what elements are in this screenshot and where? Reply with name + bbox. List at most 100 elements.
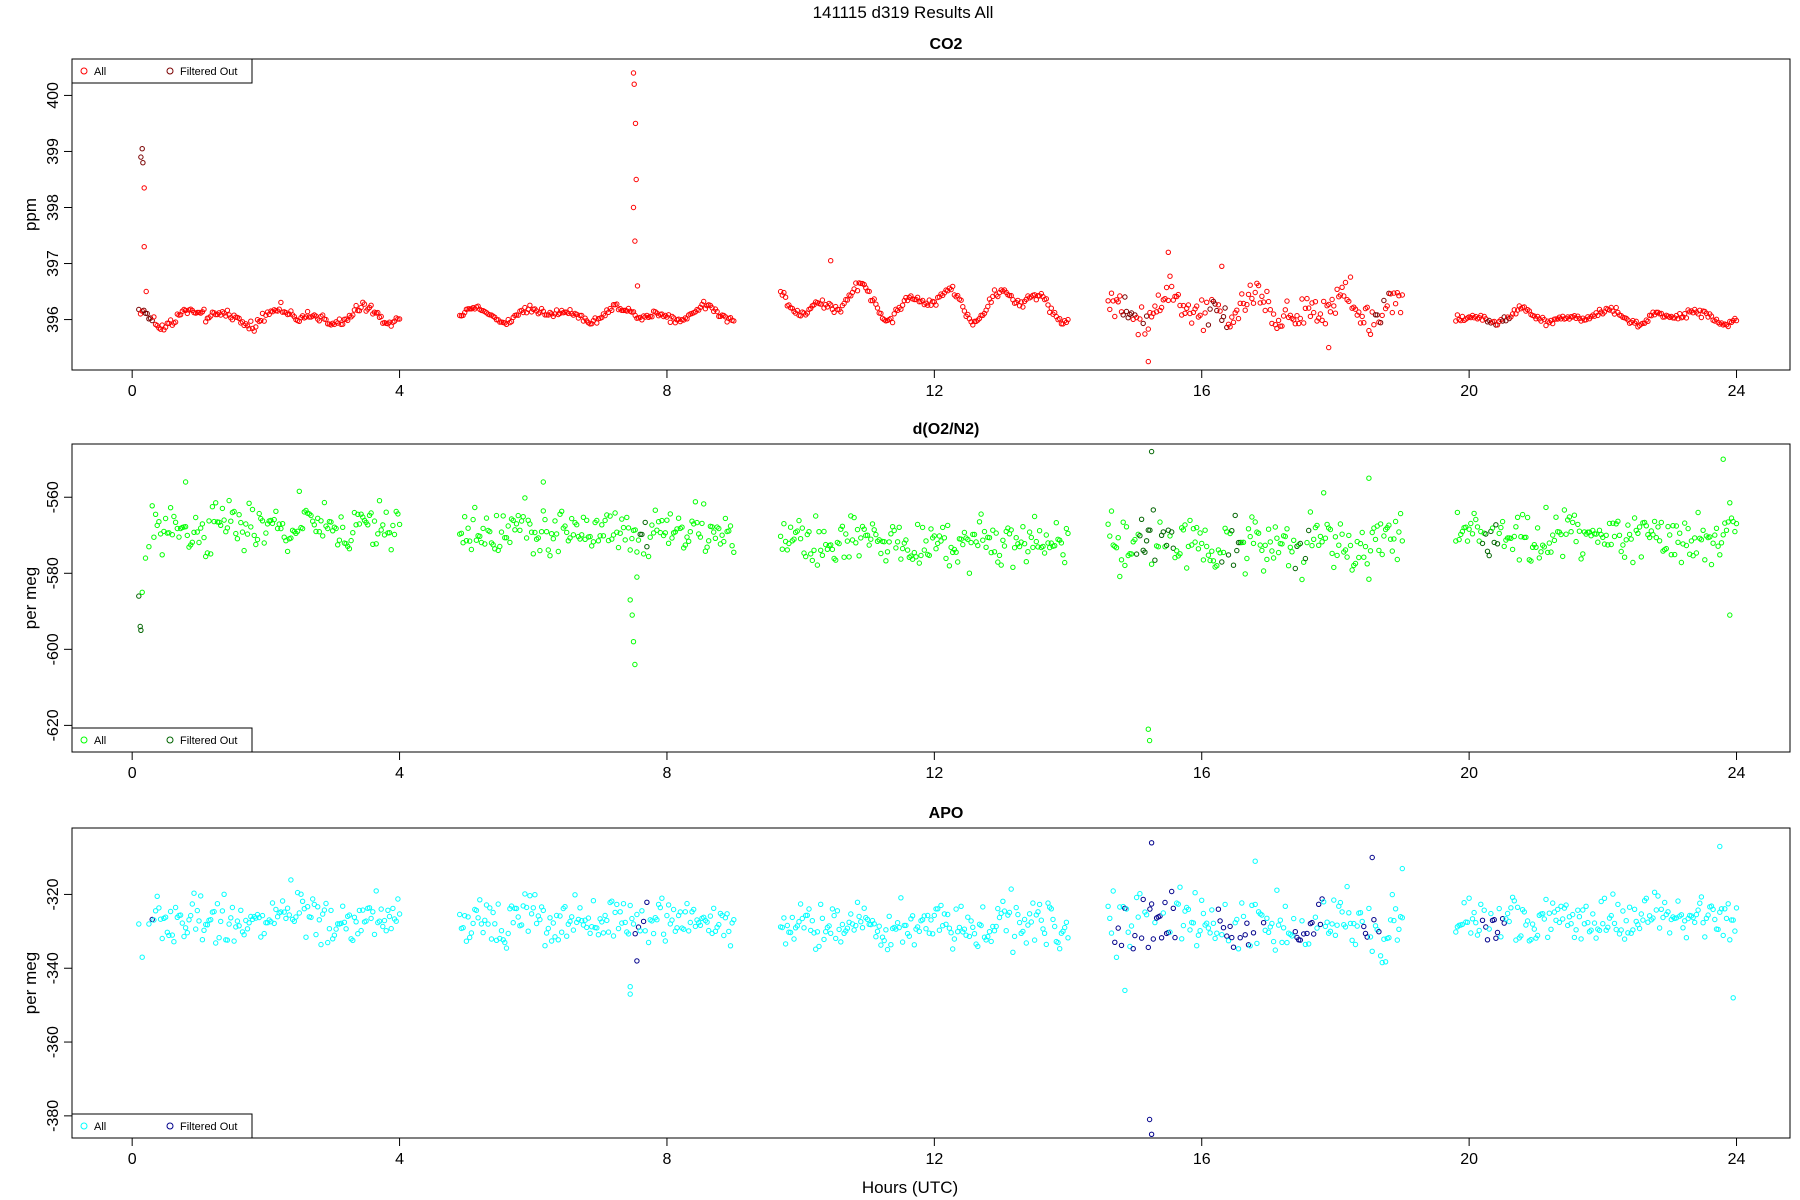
data-point <box>1621 554 1628 560</box>
data-point <box>1725 901 1731 907</box>
data-point <box>522 495 528 501</box>
data-point <box>1471 510 1477 517</box>
data-point <box>1021 541 1028 547</box>
data-point <box>236 923 242 929</box>
data-point <box>1342 547 1349 553</box>
x-tick-label: 16 <box>1193 1151 1211 1168</box>
data-point <box>1175 901 1182 907</box>
data-point <box>936 533 943 539</box>
data-point <box>391 531 398 538</box>
filtered-point <box>1229 528 1235 534</box>
data-point <box>799 525 805 531</box>
data-point <box>876 923 882 929</box>
data-point <box>343 926 349 932</box>
data-point <box>797 901 804 907</box>
data-point <box>854 526 861 533</box>
data-point <box>1543 504 1549 511</box>
data-point <box>599 919 605 925</box>
data-point <box>1346 910 1352 916</box>
data-point <box>731 917 737 923</box>
data-point <box>1548 926 1554 932</box>
data-point <box>1048 906 1055 912</box>
data-point <box>179 920 186 926</box>
data-point <box>467 538 473 544</box>
data-point <box>378 527 384 533</box>
y-axis-label: per meg <box>21 567 40 629</box>
data-point <box>294 528 301 534</box>
data-point <box>1580 907 1586 913</box>
data-point <box>1299 296 1305 302</box>
data-point <box>1712 532 1718 538</box>
data-point <box>1377 521 1384 527</box>
filtered-point <box>1207 306 1213 312</box>
data-point <box>512 527 518 533</box>
data-point <box>483 902 490 908</box>
data-point <box>1466 526 1472 532</box>
data-point <box>1717 843 1723 850</box>
data-point <box>1615 901 1621 908</box>
data-point <box>1718 906 1725 912</box>
data-point <box>933 906 939 912</box>
data-point <box>1289 549 1295 555</box>
data-point <box>1269 548 1275 554</box>
data-point <box>634 283 641 289</box>
data-point <box>1391 290 1397 296</box>
data-point <box>1192 306 1198 312</box>
data-point <box>864 916 871 923</box>
data-point <box>926 552 932 559</box>
data-point <box>246 920 252 926</box>
filtered-point <box>1169 888 1175 895</box>
data-point <box>1662 314 1668 320</box>
data-point <box>1053 520 1060 526</box>
data-point <box>849 537 856 543</box>
data-point <box>610 302 617 308</box>
data-point <box>1626 904 1633 910</box>
data-point <box>1272 524 1279 530</box>
data-point <box>1665 909 1671 915</box>
data-point <box>853 280 859 286</box>
data-point <box>818 901 824 907</box>
data-point <box>1486 926 1492 932</box>
data-point <box>1264 288 1270 295</box>
data-point <box>298 891 304 897</box>
data-point <box>821 936 827 943</box>
data-point <box>244 323 251 329</box>
data-point <box>248 524 254 530</box>
data-point <box>1578 556 1584 562</box>
data-point <box>1663 545 1670 552</box>
y-tick-label: -340 <box>45 952 62 984</box>
legend-box <box>71 1113 253 1139</box>
data-point <box>1386 935 1392 941</box>
data-point <box>383 509 389 515</box>
data-point <box>1508 905 1514 911</box>
data-point <box>1586 929 1593 935</box>
data-point <box>1698 537 1705 543</box>
data-point <box>1219 932 1225 938</box>
data-point <box>543 930 550 936</box>
data-point <box>981 934 988 940</box>
data-point <box>1038 917 1045 923</box>
data-point <box>211 518 217 525</box>
data-point <box>199 937 206 943</box>
data-point <box>1065 316 1071 323</box>
data-point <box>1341 293 1347 299</box>
data-point <box>229 904 236 911</box>
data-point <box>871 921 877 927</box>
data-point <box>918 552 924 559</box>
data-point <box>1695 509 1701 516</box>
legend-marker <box>166 1122 174 1130</box>
data-point <box>1733 520 1740 527</box>
data-point <box>662 938 668 944</box>
data-point <box>1267 539 1274 545</box>
data-point <box>338 514 344 520</box>
data-point <box>528 911 535 917</box>
filtered-point <box>1224 933 1230 939</box>
data-point <box>627 984 633 990</box>
data-point <box>1702 934 1708 940</box>
data-point <box>716 921 722 928</box>
data-point <box>1563 902 1569 908</box>
data-point <box>569 515 575 522</box>
data-point <box>1397 309 1404 316</box>
filtered-point <box>637 531 643 537</box>
